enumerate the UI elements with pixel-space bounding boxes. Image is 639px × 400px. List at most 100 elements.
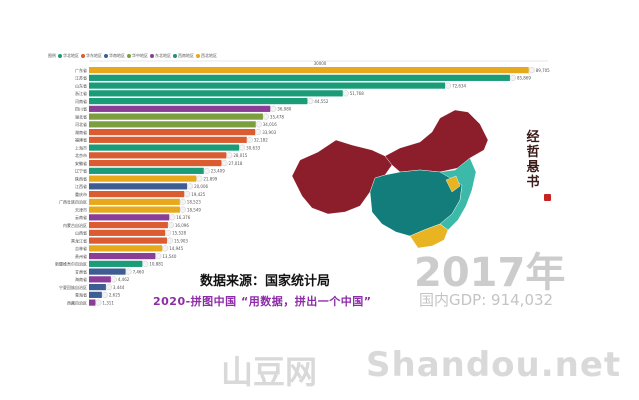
- data-label: 36,980: [277, 107, 291, 112]
- bar: [89, 268, 126, 275]
- bar-end-icon: [101, 291, 108, 298]
- data-label: 18,549: [187, 207, 201, 212]
- category-label: 江西省: [75, 183, 87, 189]
- legend-swatch: [127, 54, 131, 58]
- bar: [89, 299, 96, 306]
- bar: [89, 98, 308, 105]
- bar-end-icon: [246, 136, 253, 143]
- legend-label: 华北地区: [63, 53, 79, 58]
- bar: [89, 136, 247, 143]
- bar-end-icon: [270, 105, 277, 112]
- legend-label: 华南地区: [109, 53, 125, 58]
- bar-end-icon: [307, 98, 314, 105]
- bar-end-icon: [445, 82, 452, 89]
- bar: [89, 74, 510, 81]
- category-label: 河北省: [75, 121, 87, 127]
- data-label: 32,182: [254, 138, 268, 143]
- bar: [89, 229, 166, 236]
- legend-item: 东北地区: [150, 53, 171, 59]
- bar: [89, 175, 197, 182]
- bar-end-icon: [105, 284, 112, 291]
- bar-end-icon: [255, 121, 262, 128]
- data-label: 15,528: [172, 231, 186, 236]
- data-label: 34,016: [263, 122, 277, 127]
- category-label: 新疆维吾尔自治区: [55, 261, 87, 267]
- category-label: 湖北省: [75, 113, 87, 119]
- china-map: [291, 109, 489, 249]
- bar: [89, 276, 111, 283]
- legend-swatch: [173, 54, 177, 58]
- category-label: 广东省: [75, 67, 87, 73]
- bar-end-icon: [142, 260, 149, 267]
- data-label: 16,376: [176, 215, 190, 220]
- bar-end-icon: [196, 175, 203, 182]
- bar: [89, 129, 256, 136]
- calligraphy-text: 经哲悬书: [526, 130, 540, 190]
- bar-end-icon: [226, 152, 233, 159]
- bar: [89, 167, 204, 174]
- legend-swatch: [196, 54, 200, 58]
- map-region-east: [439, 157, 477, 231]
- data-label: 21,899: [203, 176, 217, 181]
- category-label: 黑龙江省: [71, 237, 87, 243]
- bar-end-icon: [262, 113, 269, 120]
- bar: [89, 90, 343, 97]
- legend-swatch: [150, 54, 154, 58]
- data-label: 10,881: [149, 262, 163, 267]
- bar-end-icon: [166, 237, 173, 244]
- category-label: 上海市: [75, 144, 87, 150]
- bar-end-icon: [110, 276, 117, 283]
- category-label: 福建省: [75, 137, 87, 143]
- legend-item: 西南地区: [173, 53, 194, 59]
- bar: [89, 198, 180, 205]
- data-label: 15,903: [174, 238, 188, 243]
- category-label: 河南省: [75, 98, 87, 104]
- data-label: 13,540: [162, 254, 176, 259]
- legend-item: 华北地区: [58, 53, 79, 59]
- data-label: 28,015: [233, 153, 247, 158]
- bar-end-icon: [239, 144, 246, 151]
- bar-end-icon: [184, 191, 191, 198]
- legend-swatch: [58, 54, 62, 58]
- bar: [89, 253, 156, 260]
- bar-end-icon: [221, 160, 228, 167]
- data-label: 3,444: [113, 285, 125, 290]
- bar-end-icon: [255, 129, 262, 136]
- category-label: 甘肃省: [75, 268, 87, 274]
- bar: [89, 183, 188, 190]
- data-label: 35,478: [270, 114, 284, 119]
- data-label: 72,634: [452, 83, 466, 88]
- data-label: 44,552: [314, 99, 328, 104]
- category-label: 安徽省: [75, 160, 87, 166]
- bar-end-icon: [125, 268, 132, 275]
- bar: [89, 160, 222, 167]
- map-region-south: [409, 223, 449, 249]
- data-label: 30,633: [246, 145, 260, 150]
- legend-swatch: [104, 54, 108, 58]
- data-label: 2,625: [109, 293, 121, 298]
- bar-end-icon: [528, 67, 535, 74]
- legend-item: 华东地区: [81, 53, 102, 59]
- data-label: 1,311: [102, 300, 114, 305]
- seal-stamp: [544, 194, 551, 201]
- bar: [89, 206, 180, 213]
- bar: [89, 82, 446, 89]
- bar: [89, 191, 185, 198]
- source-note: 数据来源：国家统计局: [200, 274, 331, 289]
- legend-label: 西北地区: [201, 53, 217, 58]
- data-label: 89,705: [536, 68, 550, 73]
- category-label: 西藏自治区: [67, 299, 87, 305]
- bar-end-icon: [155, 253, 162, 260]
- legend-label: 东北地区: [155, 53, 171, 58]
- category-label: 四川省: [75, 106, 87, 112]
- legend-title: 图例: [48, 53, 56, 58]
- bar-end-icon: [165, 229, 172, 236]
- watermark-cn: 山豆网: [221, 353, 318, 391]
- axis-tick-label: 30000: [314, 61, 327, 66]
- bar: [89, 284, 106, 291]
- data-label: 23,409: [211, 169, 225, 174]
- bar-end-icon: [342, 90, 349, 97]
- data-label: 14,945: [169, 246, 183, 251]
- bar-end-icon: [179, 198, 186, 205]
- bar-end-icon: [203, 167, 210, 174]
